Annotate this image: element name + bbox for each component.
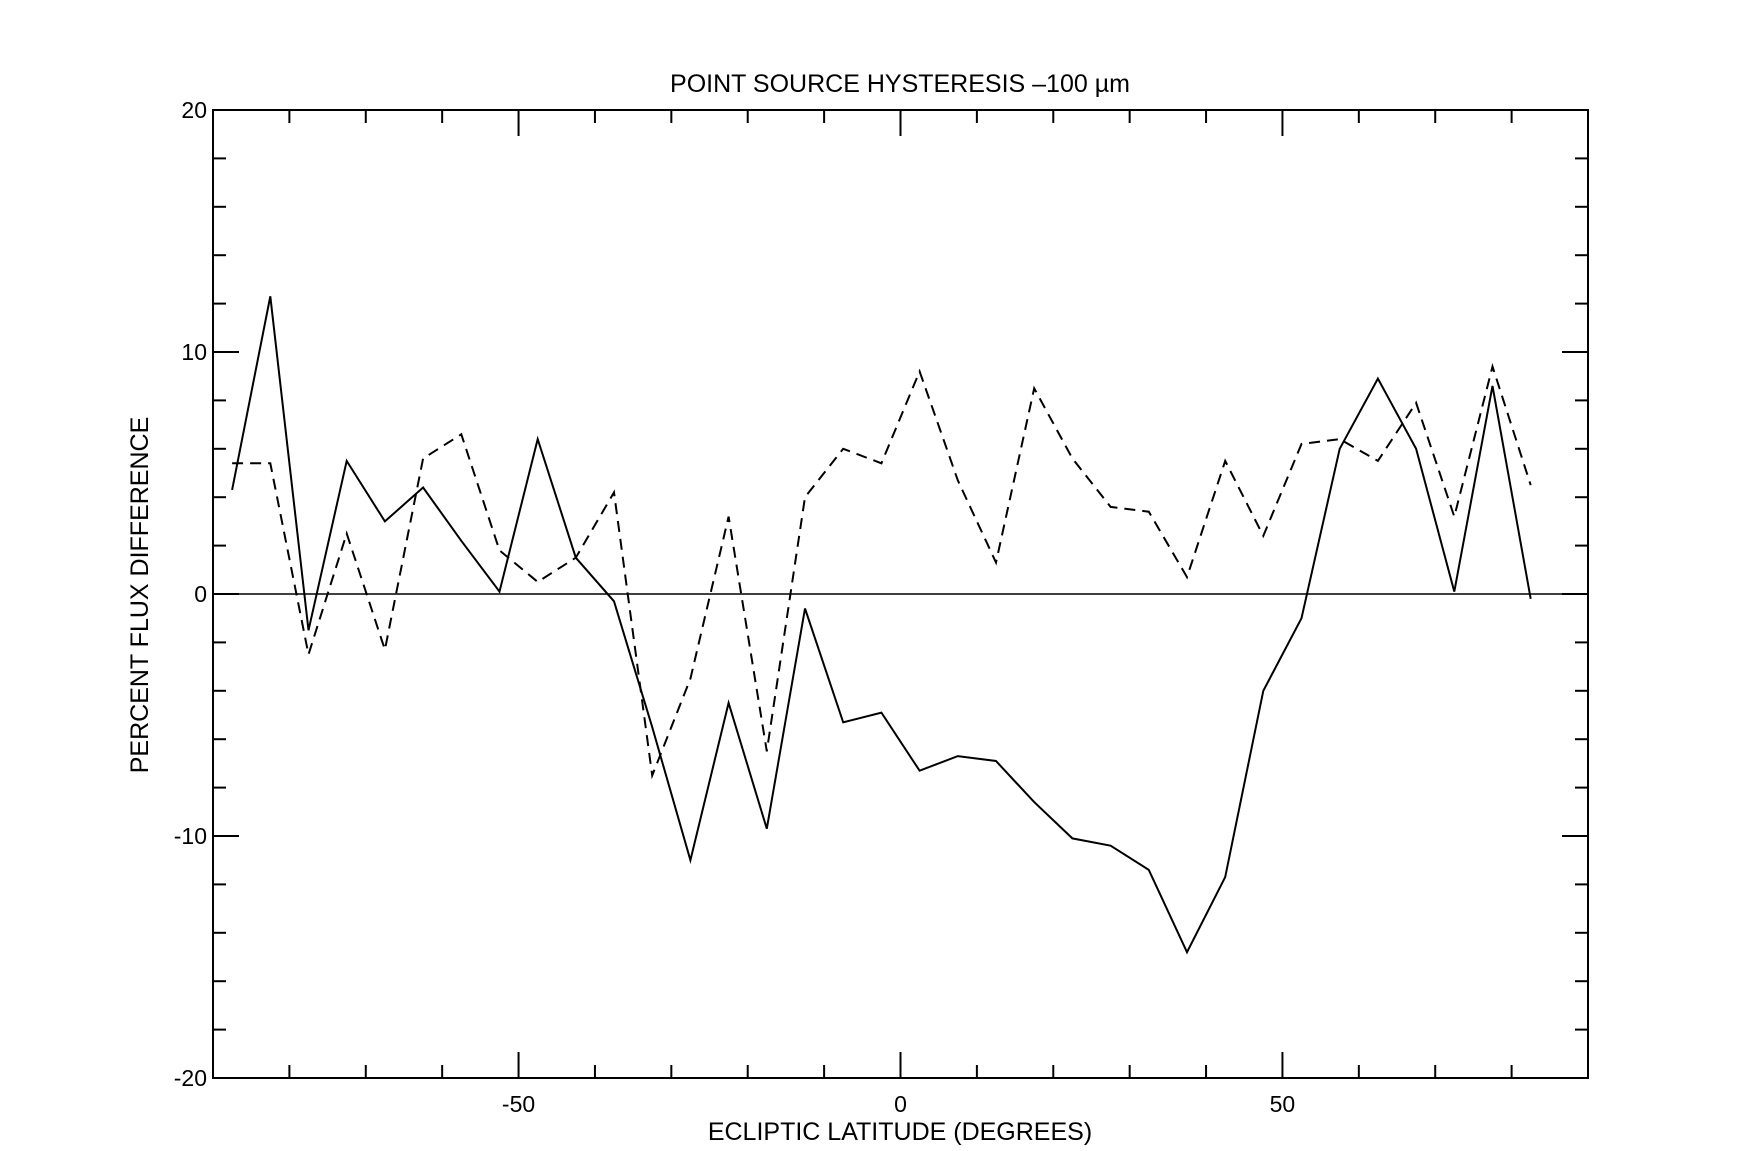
y-tick-label: 0	[194, 581, 207, 607]
y-tick-label: 10	[181, 339, 207, 365]
y-axis-label: PERCENT FLUX DIFFERENCE	[126, 417, 154, 774]
y-tick-label: 20	[181, 97, 207, 123]
series-line-solid	[231, 296, 1532, 955]
plot-frame	[212, 109, 1589, 1079]
chart-title: POINT SOURCE HYSTERESIS –100 µm	[670, 70, 1130, 98]
axis-ticks	[213, 110, 1588, 1078]
y-tick-label: -10	[174, 823, 207, 849]
tick-labels: -50 0 50 20 10 0 -10 -20	[174, 97, 1295, 1117]
x-tick-label: 0	[894, 1091, 907, 1117]
series-layer	[231, 296, 1532, 955]
x-tick-label: 50	[1270, 1091, 1296, 1117]
series-solid	[231, 296, 1532, 955]
x-axis-label: ECLIPTIC LATITUDE (DEGREES)	[708, 1118, 1092, 1146]
y-tick-label: -20	[174, 1065, 207, 1091]
series-dashed	[231, 362, 1532, 780]
x-tick-label: -50	[502, 1091, 535, 1117]
